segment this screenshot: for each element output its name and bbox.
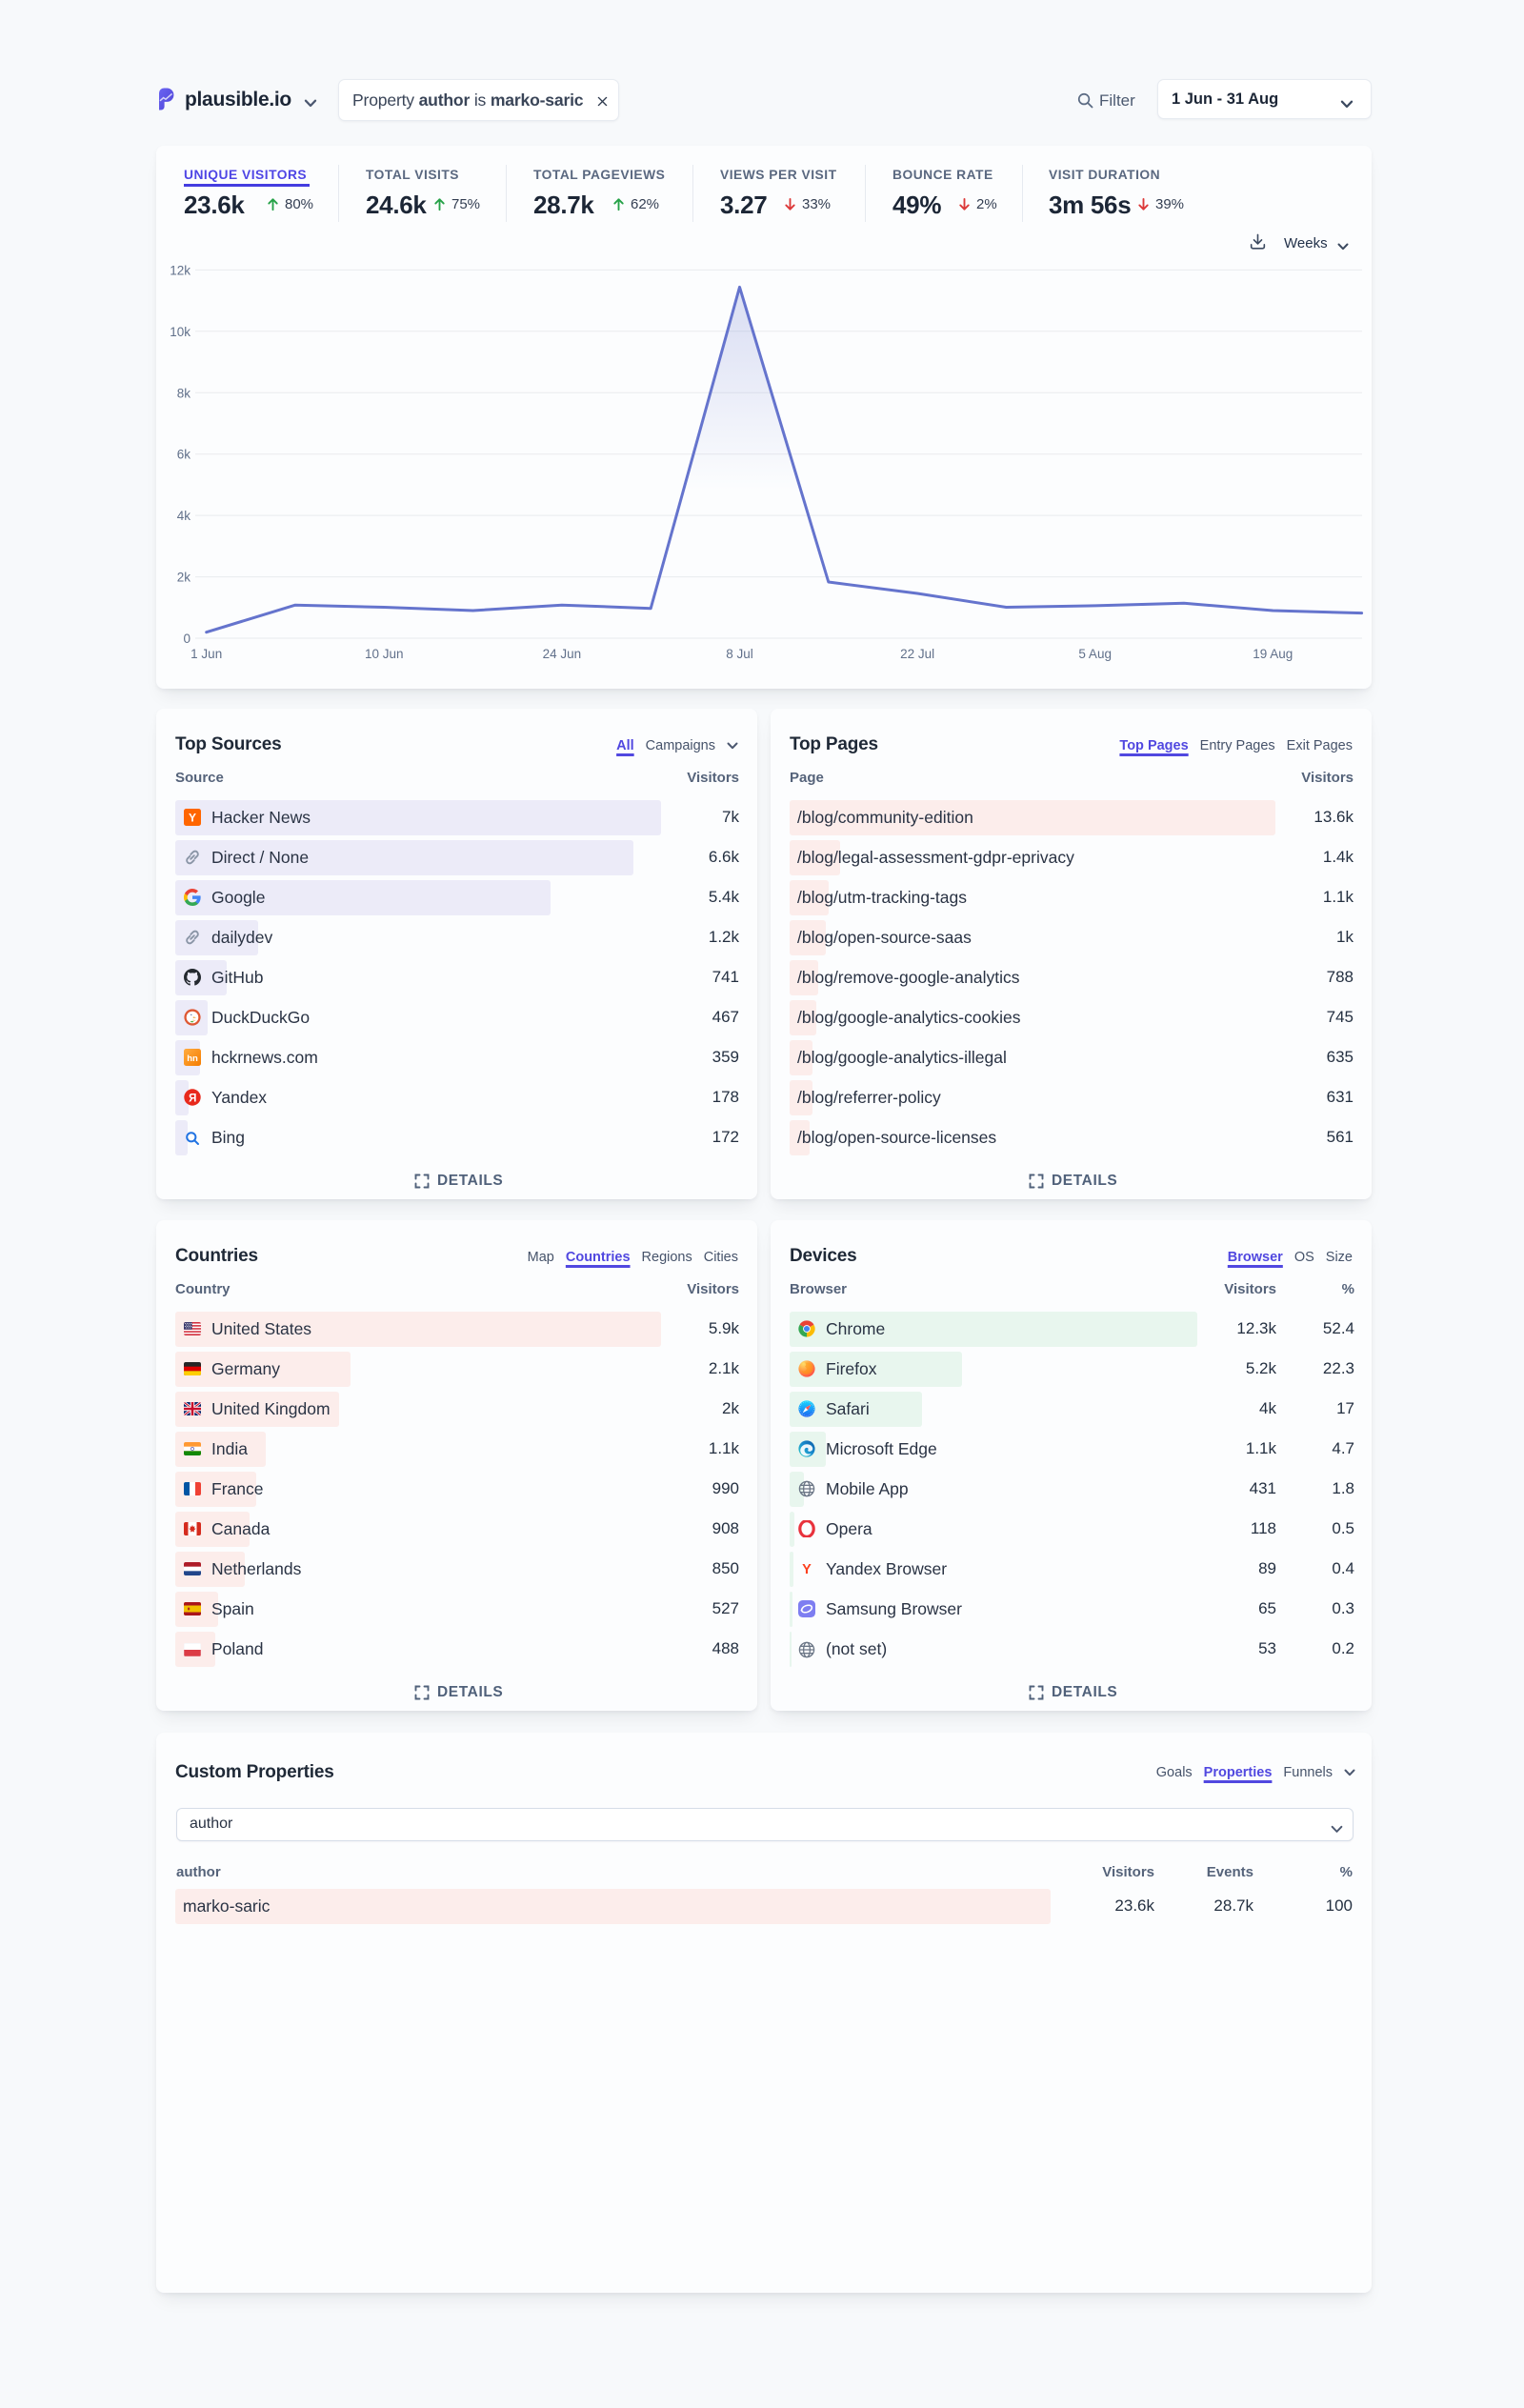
svg-text:6k: 6k	[177, 448, 191, 462]
svg-text:Я: Я	[189, 1094, 196, 1105]
svg-text:8 Jul: 8 Jul	[726, 647, 753, 661]
svg-text:22 Jul: 22 Jul	[900, 647, 934, 661]
svg-text:10 Jun: 10 Jun	[365, 647, 404, 661]
svg-text:4k: 4k	[177, 509, 191, 523]
svg-text:19 Aug: 19 Aug	[1253, 647, 1293, 661]
svg-text:Y: Y	[189, 811, 196, 824]
svg-text:10k: 10k	[170, 325, 190, 339]
svg-text:12k: 12k	[170, 263, 190, 277]
svg-text:0: 0	[183, 632, 190, 646]
svg-text:5 Aug: 5 Aug	[1078, 647, 1112, 661]
svg-text:hn: hn	[187, 1054, 198, 1064]
svg-text:1 Jun: 1 Jun	[190, 647, 222, 661]
svg-text:2k: 2k	[177, 571, 191, 585]
svg-text:Y: Y	[802, 1562, 812, 1577]
svg-text:24 Jun: 24 Jun	[543, 647, 582, 661]
svg-text:8k: 8k	[177, 386, 191, 400]
